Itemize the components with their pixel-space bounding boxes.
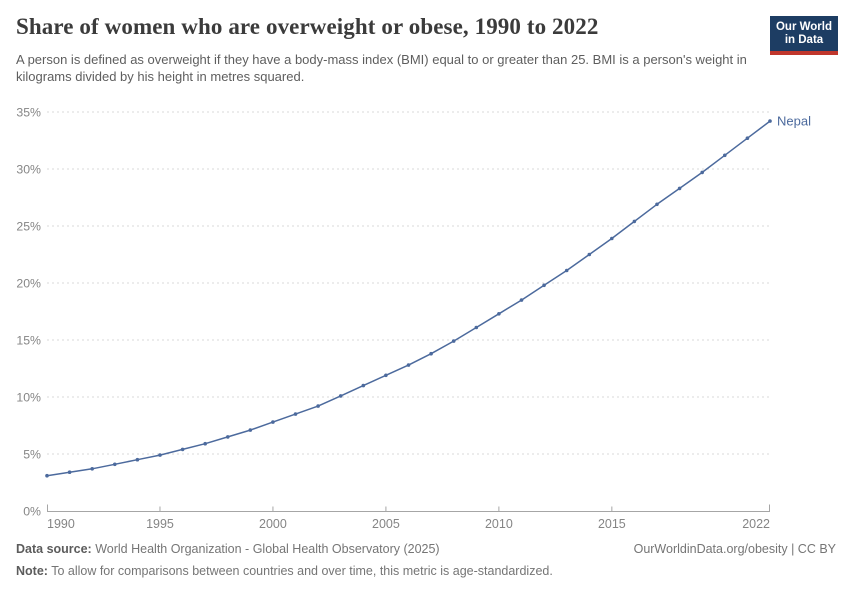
x-tick-label-1990: 1990 [47, 517, 75, 531]
data-point-1997[interactable] [203, 441, 207, 446]
data-point-1993[interactable] [113, 462, 117, 467]
y-tick-label-10: 10% [16, 391, 41, 405]
owid-logo-line2: in Data [784, 34, 824, 46]
y-tick-label-25: 25% [16, 220, 41, 234]
data-point-2014[interactable] [587, 252, 592, 257]
data-point-2008[interactable] [451, 339, 456, 343]
data-point-1996[interactable] [180, 447, 185, 452]
y-tick-label-15: 15% [16, 334, 41, 348]
note-text: To allow for comparisons between countri… [51, 564, 553, 578]
data-point-2009[interactable] [474, 325, 479, 330]
data-point-2001[interactable] [293, 412, 298, 416]
x-tick-label-2000: 2000 [259, 517, 287, 531]
data-point-2000[interactable] [271, 420, 275, 424]
data-point-2020[interactable] [723, 153, 727, 158]
data-point-1992[interactable] [90, 467, 94, 471]
data-point-2021[interactable] [745, 136, 750, 140]
x-tick-label-2005: 2005 [372, 517, 400, 531]
data-point-2004[interactable] [361, 383, 366, 388]
x-tick-label-2022: 2022 [742, 517, 770, 531]
y-tick-label-0: 0% [23, 505, 41, 519]
data-point-2015[interactable] [610, 236, 614, 241]
data-point-2016[interactable] [632, 219, 637, 224]
data-point-2022[interactable] [768, 119, 772, 123]
data-point-2017[interactable] [655, 202, 659, 207]
x-tick-label-2010: 2010 [485, 517, 513, 531]
series-line-nepal[interactable] [46, 120, 771, 477]
data-point-2006[interactable] [406, 363, 411, 367]
data-point-1999[interactable] [248, 428, 253, 432]
series-label-nepal[interactable]: Nepal [777, 114, 811, 129]
data-point-1998[interactable] [226, 435, 230, 439]
data-source-label: Data source: [16, 542, 92, 556]
data-point-2002[interactable] [316, 404, 320, 408]
data-point-2012[interactable] [542, 283, 546, 288]
data-point-1991[interactable] [67, 470, 72, 475]
data-point-2005[interactable] [384, 373, 388, 378]
data-source-text[interactable]: World Health Organization - Global Healt… [95, 542, 440, 556]
data-source-line: Data source: World Health Organization -… [16, 541, 440, 558]
chart-subtitle: A person is defined as overweight if the… [16, 52, 747, 84]
data-point-1990[interactable] [45, 473, 49, 478]
y-tick-label-35: 35% [16, 106, 41, 120]
data-point-2003[interactable] [338, 394, 343, 398]
note-label: Note: [16, 564, 48, 578]
x-tick-label-2015: 2015 [598, 517, 626, 531]
x-tick-label-1995: 1995 [146, 517, 174, 531]
data-point-2018[interactable] [677, 186, 682, 191]
y-tick-label-30: 30% [16, 163, 41, 177]
owid-logo[interactable]: Our World in Data [770, 16, 838, 55]
y-tick-label-20: 20% [16, 277, 41, 291]
data-point-2010[interactable] [497, 312, 501, 316]
page-title: Share of women who are overweight or obe… [16, 14, 599, 39]
footer-link[interactable]: OurWorldinData.org/obesity | CC BY [633, 542, 836, 556]
data-point-2007[interactable] [429, 351, 433, 356]
owid-logo-line1: Our World [775, 21, 832, 33]
data-point-1995[interactable] [158, 453, 162, 457]
note-line: Note: To allow for comparisons between c… [16, 563, 836, 580]
chart-footer: Data source: World Health Organization -… [16, 541, 836, 580]
data-point-2019[interactable] [700, 170, 704, 175]
data-point-2011[interactable] [519, 298, 524, 302]
data-point-1994[interactable] [135, 457, 140, 462]
data-point-2013[interactable] [564, 268, 569, 273]
y-tick-label-5: 5% [23, 448, 41, 462]
